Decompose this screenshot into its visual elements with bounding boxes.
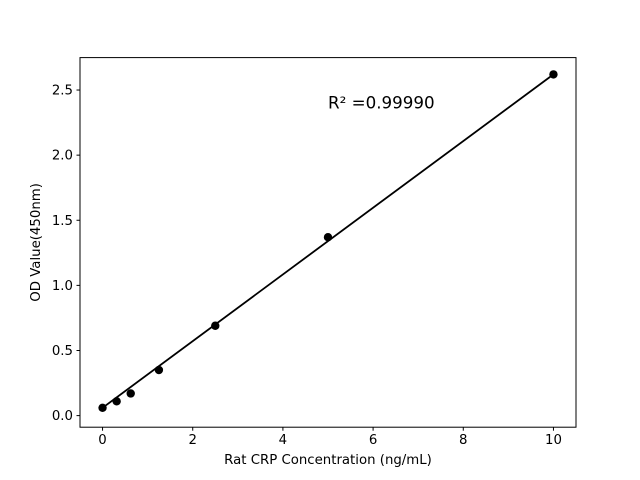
y-tick-label: 2.5 — [52, 84, 73, 99]
data-point — [154, 365, 164, 375]
x-tick-label: 0 — [98, 433, 106, 448]
x-tick-label: 10 — [545, 433, 562, 448]
data-point — [98, 403, 107, 412]
x-tick-label: 6 — [369, 433, 377, 448]
x-tick-label: 8 — [459, 433, 467, 448]
y-tick-label: 0.5 — [52, 344, 73, 359]
x-tick-label: 2 — [188, 433, 196, 448]
y-tick-label: 2.0 — [52, 149, 73, 164]
data-point — [126, 389, 135, 398]
y-tick-label: 1.5 — [52, 214, 73, 229]
data-point — [549, 70, 558, 79]
r-squared-annotation: R² =0.99990 — [328, 92, 435, 112]
x-tick-label: 4 — [279, 433, 287, 448]
y-axis-label: OD Value(450nm) — [29, 183, 44, 302]
y-tick-label: 1.0 — [52, 279, 73, 294]
x-axis-label: Rat CRP Concentration (ng/mL) — [224, 453, 432, 468]
data-point — [211, 321, 220, 330]
y-tick-label: 0.0 — [52, 409, 73, 424]
data-point — [323, 232, 333, 242]
plot-dynamic-layer: 0 2 4 6 8 10 0.0 0.5 1.0 1.5 2.0 2.5 — [52, 57, 577, 448]
data-point — [112, 397, 121, 406]
